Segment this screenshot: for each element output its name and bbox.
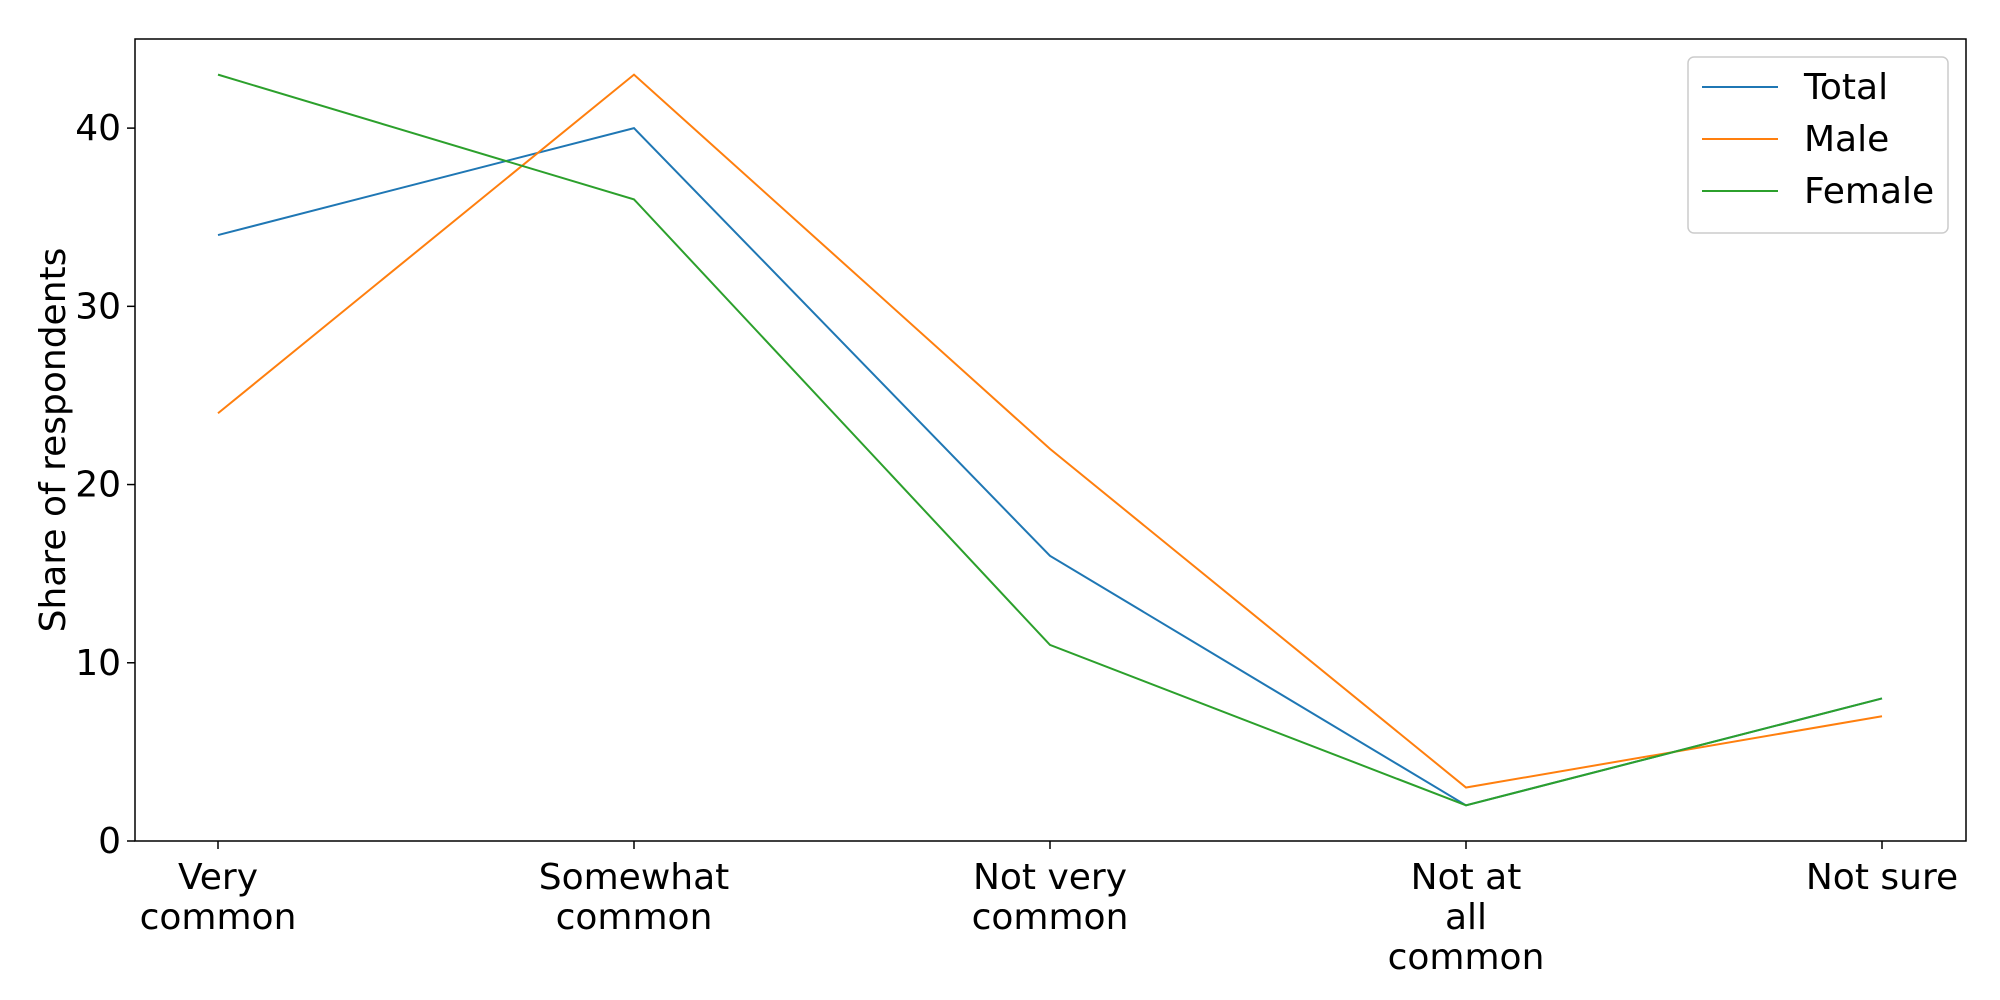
y-tick-label: 20: [75, 465, 121, 506]
x-axis: Very common Somewhat common Not very common No…: [140, 841, 1958, 978]
x-tick-label: Very common: [140, 857, 297, 938]
legend-label: Male: [1804, 119, 1889, 160]
plot-area: [134, 38, 1967, 842]
y-tick-label: 10: [75, 643, 121, 684]
series-lines: [217, 73, 1883, 807]
x-tick-label: Not sure: [1806, 857, 1958, 898]
legend: Total Male Female: [1687, 56, 1949, 234]
y-axis-label: Share of respondents: [33, 248, 74, 633]
y-tick-label: 30: [75, 286, 121, 327]
y-tick-label: 40: [75, 108, 121, 149]
legend-label: Total: [1803, 67, 1888, 108]
series-line-female: [217, 73, 1883, 807]
legend-box: [1687, 56, 1949, 234]
series-line-male: [217, 73, 1883, 789]
legend-label: Female: [1804, 171, 1934, 212]
y-tick-label: 0: [98, 821, 121, 862]
x-tick-label: Somewhat common: [539, 857, 730, 938]
x-tick-label: Not very common: [972, 857, 1129, 938]
x-tick-label: Not at all common: [1388, 857, 1545, 978]
y-axis: 0 10 20 30 40: [75, 108, 135, 862]
